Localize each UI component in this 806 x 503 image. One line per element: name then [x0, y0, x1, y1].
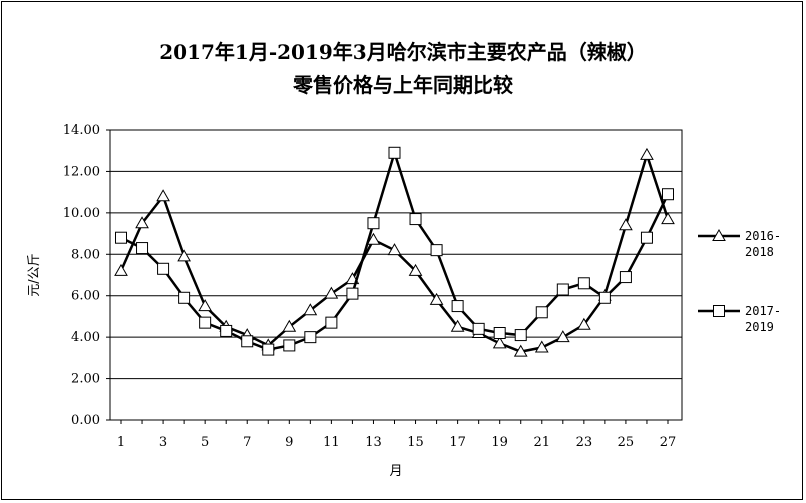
data-point: [178, 291, 191, 304]
axes: [106, 129, 683, 424]
data-point: [199, 316, 212, 329]
legend-marker: [712, 228, 726, 241]
y-tick-label: 6.00: [71, 289, 100, 304]
legend-entry-2: 2017- 2019: [698, 304, 781, 334]
data-point: [367, 217, 380, 230]
data-point: [156, 189, 170, 202]
data-point: [661, 212, 675, 225]
series-layer: [114, 146, 675, 357]
data-point: [619, 271, 632, 284]
data-point: [662, 188, 674, 201]
data-point: [325, 316, 338, 329]
data-point: [408, 263, 423, 276]
data-point: [514, 329, 527, 342]
legend-entry-1: 2016- 2018: [698, 228, 781, 259]
data-point: [115, 231, 127, 244]
data-point: [387, 243, 402, 256]
data-point: [114, 263, 128, 276]
data-point: [366, 232, 381, 245]
x-tick-label: 7: [243, 435, 251, 450]
legend-label-line2: 2019: [745, 320, 774, 334]
data-point: [598, 291, 611, 304]
data-point: [577, 277, 590, 290]
x-tick-label: 21: [533, 435, 550, 450]
x-tick-label: 15: [407, 435, 424, 450]
data-point: [451, 300, 464, 313]
data-point: [136, 242, 149, 255]
data-point: [430, 244, 443, 257]
data-point: [135, 216, 149, 229]
data-point: [283, 339, 296, 352]
legend-label-line1: 2016-: [745, 229, 781, 243]
data-point: [220, 324, 233, 337]
plot-area-border: [109, 129, 683, 421]
x-tick-label: 17: [449, 435, 466, 450]
gridlines: [110, 170, 682, 380]
data-point: [303, 303, 318, 316]
y-tick-label: 8.00: [71, 247, 100, 262]
data-point: [177, 249, 191, 262]
data-point: [493, 327, 506, 339]
data-point: [640, 147, 654, 160]
data-point: [262, 343, 275, 356]
data-point: [555, 330, 570, 343]
x-tick-label: 9: [285, 435, 293, 450]
x-axis-label: 月: [389, 464, 402, 479]
x-tick-label: 27: [660, 435, 677, 450]
data-point: [492, 336, 507, 349]
series-2: [115, 146, 674, 356]
data-point: [556, 283, 569, 296]
x-tick-label: 3: [159, 435, 167, 450]
data-point: [619, 218, 633, 231]
data-point: [576, 317, 591, 330]
chart-title-line2: 零售价格与上年同期比较: [293, 73, 513, 97]
x-tick-label: 5: [201, 435, 209, 450]
data-point: [157, 262, 170, 275]
data-point: [429, 292, 444, 305]
series-1: [114, 147, 675, 357]
chart-title-line1: 2017年1月-2019年3月哈尔滨市主要农产品（辣椒）: [159, 40, 647, 64]
y-tick-label: 0.00: [71, 413, 100, 428]
data-point: [472, 322, 485, 335]
data-point: [388, 146, 401, 159]
data-point: [513, 344, 528, 357]
data-point: [450, 319, 465, 332]
y-tick-label: 2.00: [71, 372, 100, 387]
x-tick-label: 25: [618, 435, 635, 450]
y-tick-labels: 0.00 2.00 4.00 6.00 8.00 10.00 12.00 14.00: [63, 123, 100, 428]
data-point: [241, 335, 254, 348]
legend-label-line2: 2018: [745, 245, 774, 259]
y-tick-label: 4.00: [71, 330, 100, 345]
x-tick-label: 23: [576, 435, 593, 450]
data-point: [198, 299, 213, 312]
y-tick-label: 14.00: [63, 123, 100, 138]
y-tick-label: 12.00: [63, 164, 100, 179]
data-point: [304, 331, 317, 344]
data-point: [346, 287, 359, 300]
legend-marker: [713, 305, 725, 317]
data-point: [282, 319, 297, 332]
data-point: [534, 340, 549, 353]
data-point: [324, 286, 339, 299]
legend-label-line1: 2017-: [745, 304, 781, 318]
y-axis-label: 元/公斤: [27, 253, 42, 296]
legend: 2016- 2018 2017- 2019: [698, 228, 781, 334]
data-point: [535, 306, 548, 319]
data-point: [640, 231, 653, 244]
y-tick-label: 10.00: [63, 206, 100, 221]
x-tick-label: 19: [491, 435, 508, 450]
x-tick-label: 11: [323, 435, 340, 450]
x-tick-labels: 1 3 5 7 9 11 13 15 17 19 21 23 25 27: [117, 435, 676, 450]
x-tick-label: 13: [365, 435, 382, 450]
data-point: [409, 213, 422, 226]
x-tick-label: 1: [117, 435, 125, 450]
